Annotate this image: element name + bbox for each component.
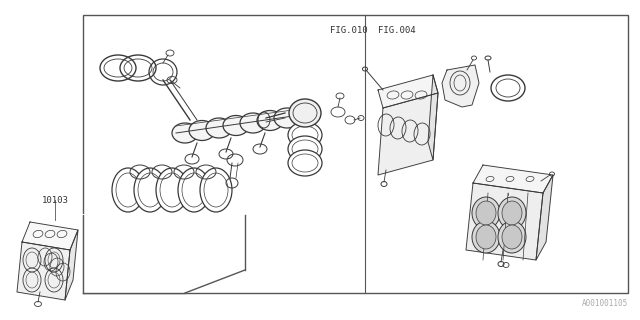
- Ellipse shape: [274, 108, 300, 128]
- Polygon shape: [22, 222, 78, 250]
- Ellipse shape: [289, 99, 321, 127]
- Ellipse shape: [476, 225, 496, 249]
- Ellipse shape: [472, 197, 500, 229]
- Text: FIG.004: FIG.004: [378, 26, 415, 35]
- Ellipse shape: [172, 123, 198, 143]
- Ellipse shape: [156, 168, 188, 212]
- Ellipse shape: [200, 168, 232, 212]
- Polygon shape: [466, 183, 543, 260]
- Ellipse shape: [288, 150, 322, 176]
- Ellipse shape: [223, 116, 249, 135]
- Polygon shape: [378, 75, 438, 108]
- Polygon shape: [442, 65, 479, 107]
- Ellipse shape: [472, 221, 500, 253]
- Ellipse shape: [476, 201, 496, 225]
- Ellipse shape: [240, 113, 266, 133]
- Ellipse shape: [206, 118, 232, 138]
- Polygon shape: [17, 242, 70, 300]
- Polygon shape: [378, 93, 438, 175]
- Ellipse shape: [502, 201, 522, 225]
- Ellipse shape: [189, 121, 215, 140]
- Ellipse shape: [502, 225, 522, 249]
- Ellipse shape: [498, 197, 526, 229]
- Ellipse shape: [257, 110, 283, 131]
- Ellipse shape: [288, 122, 322, 148]
- Bar: [83, 15, 628, 293]
- Polygon shape: [536, 175, 553, 260]
- Polygon shape: [473, 165, 553, 193]
- Ellipse shape: [288, 136, 322, 162]
- Polygon shape: [65, 230, 78, 300]
- Ellipse shape: [491, 75, 525, 101]
- Text: 10103: 10103: [42, 196, 69, 205]
- Polygon shape: [428, 75, 438, 160]
- Ellipse shape: [112, 168, 144, 212]
- Ellipse shape: [178, 168, 210, 212]
- Text: A001001105: A001001105: [582, 299, 628, 308]
- Text: FIG.010: FIG.010: [330, 26, 367, 35]
- Ellipse shape: [498, 221, 526, 253]
- Ellipse shape: [134, 168, 166, 212]
- Polygon shape: [83, 215, 245, 293]
